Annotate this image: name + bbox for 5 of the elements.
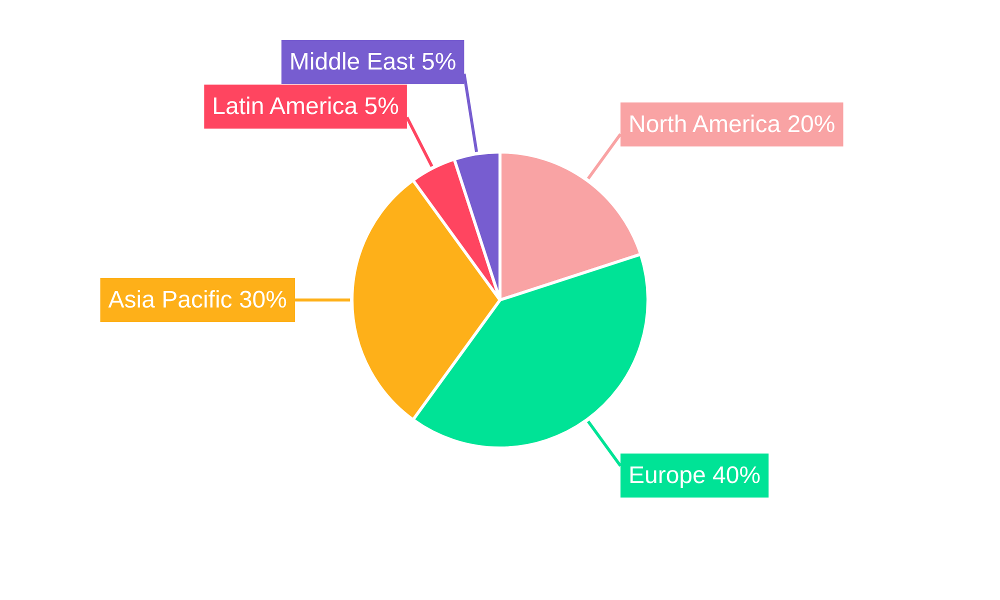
- slice-label: Latin America 5%: [212, 93, 399, 120]
- slice-label: North America 20%: [628, 110, 836, 138]
- slice-label: Middle East 5%: [289, 48, 456, 76]
- slice-label: Europe 40%: [628, 462, 761, 490]
- slice-label: Asia Pacific 30%: [108, 286, 287, 314]
